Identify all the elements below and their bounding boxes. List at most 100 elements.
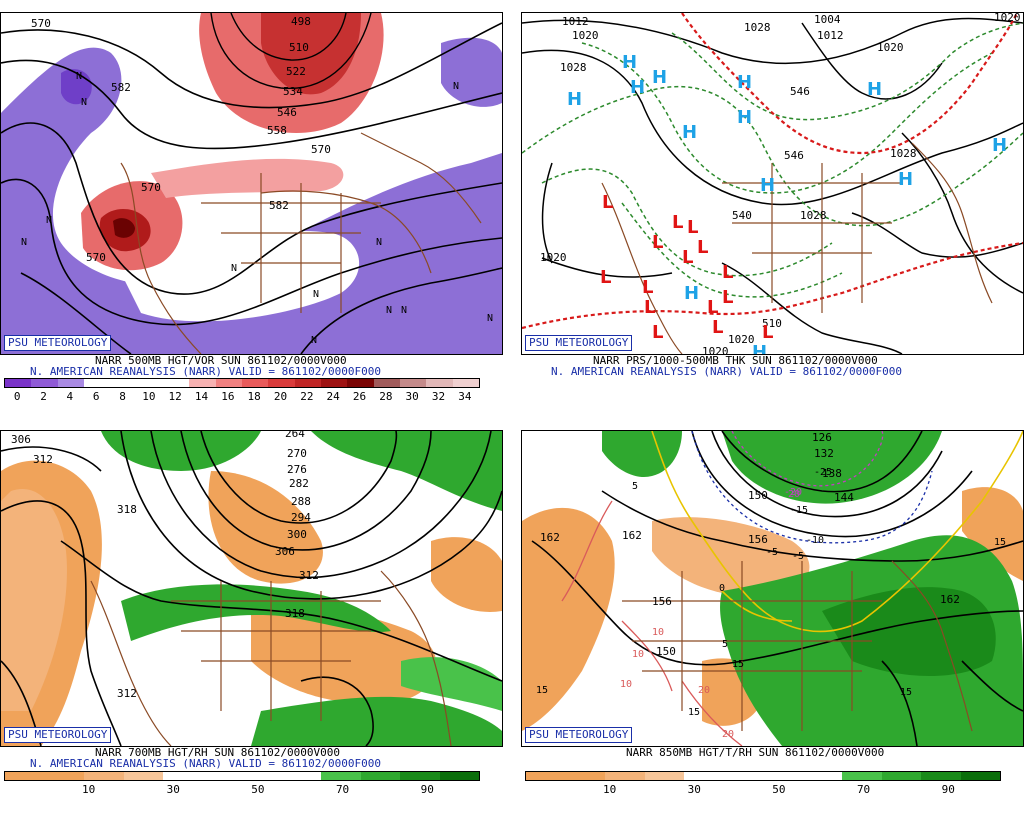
low-pressure-symbol: L xyxy=(642,277,653,298)
colorbar-swatch xyxy=(921,772,961,780)
rh-colorbar-ticks: 10 30 50 70 90 xyxy=(525,783,999,796)
contour-label: 498 xyxy=(291,15,311,28)
colorbar-swatch xyxy=(136,379,163,387)
colorbar-swatch xyxy=(281,772,321,780)
psu-meteorology-badge: PSU METEOROLOGY xyxy=(4,335,112,351)
vorticity-symbol: N xyxy=(386,305,392,316)
colorbar-swatch xyxy=(44,772,84,780)
psu-meteorology-badge: PSU METEOROLOGY xyxy=(4,727,112,743)
high-pressure-symbol: H xyxy=(652,67,667,88)
isobar-label: 1004 xyxy=(814,13,841,26)
high-pressure-symbol: H xyxy=(867,79,882,100)
colorbar-tick-label: 70 xyxy=(335,783,350,796)
colorbar-swatch xyxy=(215,379,242,387)
high-pressure-symbol: H xyxy=(737,72,752,93)
contour-label: 282 xyxy=(289,477,309,490)
vorticity-symbol: N xyxy=(21,237,27,248)
isobar-label: 1020 xyxy=(728,333,755,346)
vorticity-map: 498 510 522 534 546 558 570 570 570 570 … xyxy=(0,12,503,355)
colorbar-tick-label: 34 xyxy=(458,390,472,403)
colorbar-swatch xyxy=(189,379,216,387)
temperature-label: 15 xyxy=(994,537,1006,548)
temperature-label: -25 xyxy=(814,467,832,478)
contour-label: 570 xyxy=(311,143,331,156)
caption-line-1: NARR 700MB HGT/RH SUN 861102/0000V000 xyxy=(95,746,341,759)
colorbar-swatch xyxy=(881,772,921,780)
psu-meteorology-badge: PSU METEOROLOGY xyxy=(525,727,633,743)
colorbar-swatch xyxy=(31,379,58,387)
colorbar-tick-label: 24 xyxy=(326,390,340,403)
temperature-label: 15 xyxy=(900,687,912,698)
colorbar-swatch xyxy=(123,772,163,780)
vorticity-symbol: N xyxy=(311,335,317,346)
vorticity-symbol: N xyxy=(401,305,407,316)
colorbar-tick-label: 8 xyxy=(119,390,126,403)
moist-region-east-dark xyxy=(822,587,996,676)
contour-label: 558 xyxy=(267,124,287,137)
vorticity-symbol: N xyxy=(231,263,237,274)
caption-line-2: N. AMERICAN REANALYSIS (NARR) VALID = 86… xyxy=(551,365,902,378)
colorbar-tick-label: 32 xyxy=(431,390,446,403)
contour-label: 312 xyxy=(299,569,319,582)
rh700-map: 306 312 318 264 270 276 282 288 294 300 … xyxy=(0,430,503,747)
caption-line-1: NARR 500MB HGT/VOR SUN 861102/0000V000 xyxy=(95,354,347,367)
contour-label: 300 xyxy=(287,528,307,541)
colorbar-swatch xyxy=(5,772,45,780)
colorbar-swatch xyxy=(294,379,321,387)
vorticity-symbol: N xyxy=(487,313,493,324)
contour-label: 162 xyxy=(622,529,642,542)
colorbar-swatch xyxy=(163,772,203,780)
vorticity-core-dark xyxy=(113,218,135,238)
dry-region-plains xyxy=(652,517,810,597)
temperature-label: -15 xyxy=(790,505,808,516)
isobar-label: 1012 xyxy=(562,15,589,28)
contour-label: 570 xyxy=(31,17,51,30)
contour-label: 156 xyxy=(652,595,672,608)
dry-region-north xyxy=(208,471,323,584)
high-pressure-symbol: H xyxy=(737,107,752,128)
colorbar-swatch xyxy=(399,379,427,387)
temperature-label: 0 xyxy=(719,583,725,594)
dry-region-pacific xyxy=(522,507,615,731)
colorbar-tick-label: 26 xyxy=(352,390,367,403)
high-pressure-symbol: H xyxy=(567,89,582,110)
low-pressure-symbol: L xyxy=(687,217,698,238)
caption-line-1: NARR PRS/1000-500MB THK SUN 861102/0000V… xyxy=(593,354,878,367)
low-pressure-symbol: L xyxy=(722,262,733,283)
panel-500mb-vorticity: 498 510 522 534 546 558 570 570 570 570 … xyxy=(0,12,503,403)
high-pressure-symbol: H xyxy=(898,169,913,190)
temperature-label: 10 xyxy=(632,649,644,660)
colorbar-swatch xyxy=(83,379,111,387)
contour-label: 294 xyxy=(291,511,311,524)
mslp-map-svg: 1012 1004 1012 1020 1020 1028 1028 1028 … xyxy=(522,13,1023,354)
high-pressure-symbol: H xyxy=(992,135,1007,156)
colorbar-swatch xyxy=(684,772,724,780)
contour-label: 582 xyxy=(269,199,289,212)
low-pressure-symbol: L xyxy=(707,297,718,318)
colorbar-swatch xyxy=(360,772,400,780)
caption-line-1: NARR 850MB HGT/T/RH SUN 861102/0000V000 xyxy=(626,746,885,759)
colorbar-swatch xyxy=(57,379,84,387)
colorbar-tick-label: 22 xyxy=(300,390,314,403)
colorbar-swatch xyxy=(842,772,882,780)
temperature-label: 15 xyxy=(688,707,700,718)
isobar-label: 1028 xyxy=(800,209,827,222)
colorbar-swatch xyxy=(400,772,440,780)
vorticity-symbol: N xyxy=(313,289,319,300)
caption-line-2: N. AMERICAN REANALYSIS (NARR) VALID = 86… xyxy=(30,757,381,770)
colorbar-tick-label: 20 xyxy=(273,390,288,403)
colorbar-swatch xyxy=(241,379,269,387)
contour-label: 570 xyxy=(86,251,106,264)
contour-label: 162 xyxy=(940,593,960,606)
rh700-map-svg: 306 312 318 264 270 276 282 288 294 300 … xyxy=(1,431,502,746)
contour-label: 126 xyxy=(812,431,832,444)
vorticity-colorbar-ticks: 0 2 4 6 8 10 12 14 16 18 20 22 24 26 28 30 32 34 xyxy=(4,390,478,403)
isobar-label: 1028 xyxy=(890,147,917,160)
colorbar-swatch xyxy=(439,772,479,780)
panel-mslp-thickness: 1012 1004 1012 1020 1020 1028 1028 1028 … xyxy=(521,12,1024,400)
vorticity-negative-region-north xyxy=(441,37,502,107)
temperature-label: 15 xyxy=(732,659,744,670)
colorbar-tick-label: 30 xyxy=(687,783,701,796)
thickness-label: 546 xyxy=(784,149,804,162)
temperature-label: -5 xyxy=(766,547,778,558)
